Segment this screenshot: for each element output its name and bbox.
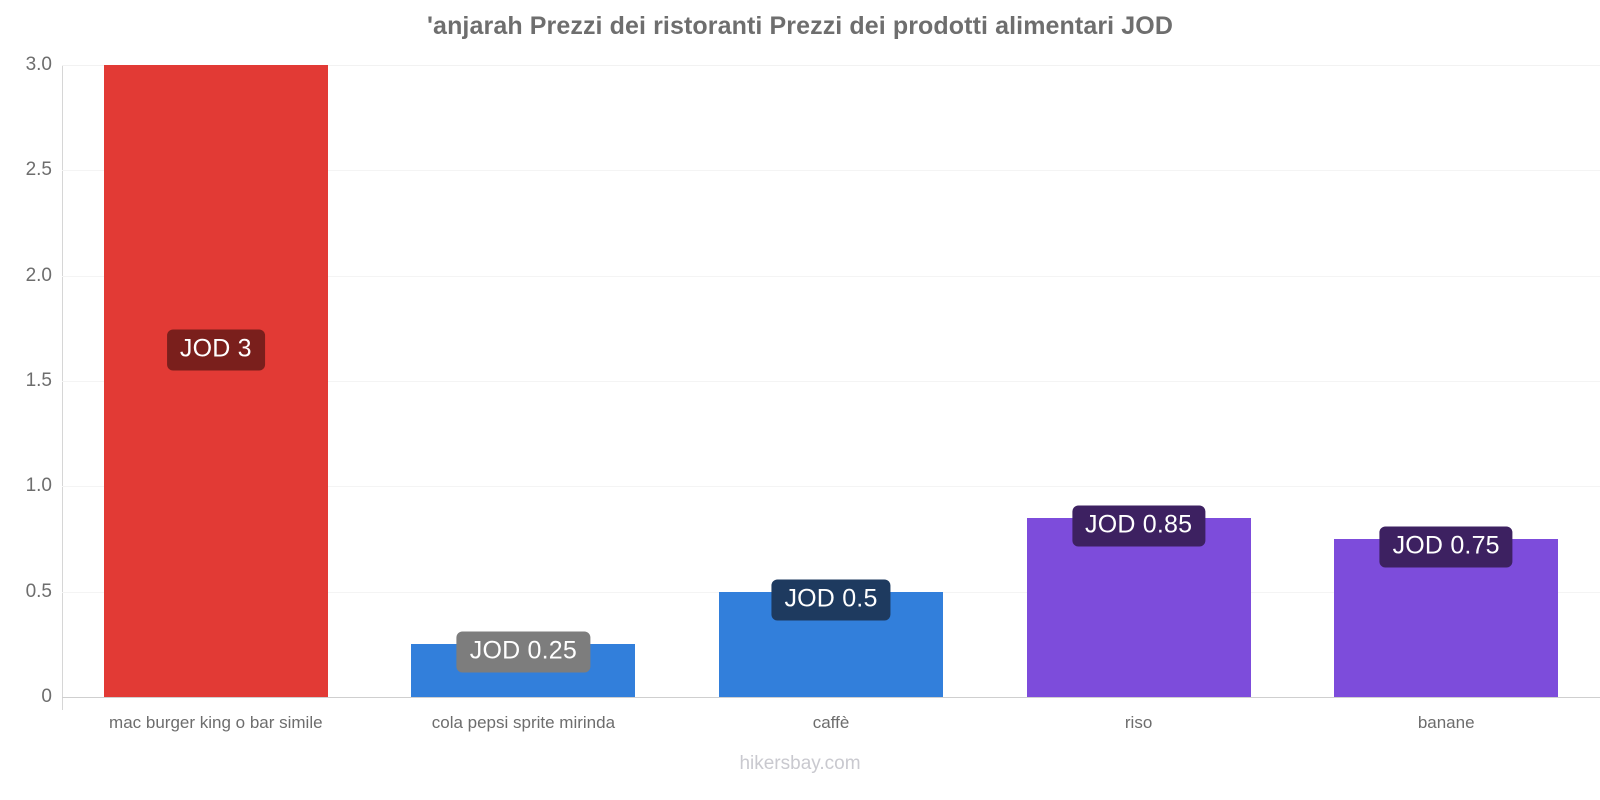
y-tick-label: 2.5: [25, 159, 52, 181]
value-badge: JOD 0.5: [771, 579, 891, 621]
value-badge: JOD 3: [166, 329, 265, 371]
gridline: [62, 170, 1600, 172]
x-tick-label: caffè: [812, 713, 850, 732]
x-axis-line: [62, 697, 1600, 698]
gridline: [62, 275, 1600, 277]
source-watermark: hikersbay.com: [739, 753, 861, 774]
x-tick-label: cola pepsi sprite mirinda: [431, 713, 616, 732]
y-tick-label: 1.5: [25, 370, 52, 391]
value-badge: JOD 0.75: [1379, 526, 1513, 568]
chart-title: 'anjarah Prezzi dei ristoranti Prezzi de…: [427, 12, 1173, 40]
y-tick-label: 0.5: [25, 580, 52, 602]
bar[interactable]: [1026, 517, 1251, 697]
x-tick-label: riso: [1124, 713, 1153, 732]
value-badge: JOD 0.25: [456, 631, 590, 673]
bar[interactable]: [103, 65, 328, 697]
y-tick-label: 1.0: [25, 475, 52, 497]
x-tick-label: mac burger king o bar simile: [109, 713, 323, 732]
y-tick-label: 0: [41, 686, 52, 707]
value-badge: JOD 0.85: [1071, 505, 1206, 547]
plot-area: JOD 3 JOD 0.25 JOD 0.5 JOD 0.85 JOD 0.75: [62, 65, 1600, 697]
gridline: [62, 486, 1600, 488]
gridline: [62, 381, 1600, 382]
y-tick-label: 3.0: [25, 54, 52, 75]
x-tick-label: banane: [1417, 713, 1475, 732]
gridline: [62, 65, 1600, 66]
y-tick-label: 2.0: [25, 264, 52, 286]
y-axis-line: [62, 65, 63, 710]
